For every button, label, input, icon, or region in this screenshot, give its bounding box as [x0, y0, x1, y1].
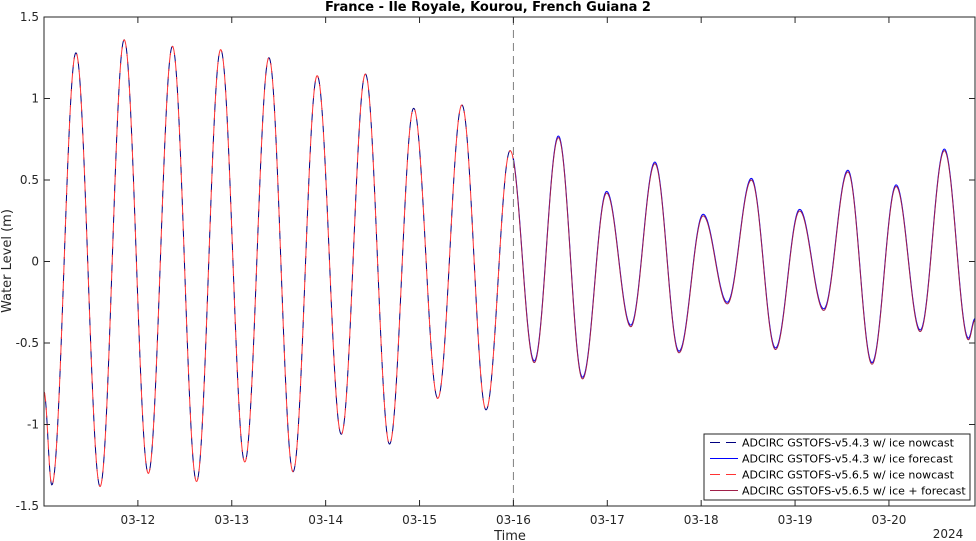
x-tick-label: 03-18	[684, 513, 719, 527]
x-tick-label: 03-17	[590, 513, 625, 527]
x-tick-label: 03-13	[214, 513, 249, 527]
y-tick-label: 1	[31, 92, 39, 106]
series-layer	[43, 39, 976, 487]
series-line-4	[512, 137, 976, 380]
legend-label-1: ADCIRC GSTOFS-v5.4.3 w/ ice nowcast	[742, 437, 955, 450]
chart-title: France - Ile Royale, Kourou, French Guia…	[325, 0, 651, 15]
series-line-3	[43, 39, 514, 487]
legend-label-2: ADCIRC GSTOFS-v5.4.3 w/ ice forecast	[742, 453, 954, 466]
plot-area	[44, 17, 975, 506]
y-axis-title: Water Level (m)	[0, 209, 15, 313]
legend-box	[703, 433, 971, 501]
axes-layer: -1.5 -1 -0.5 0 0.5 1 1.5 03-12 03-13 03-14 03-15 03…	[16, 10, 976, 527]
x-tick-label: 03-15	[402, 513, 437, 527]
y-tick-label: 0.5	[20, 173, 39, 187]
y-tick-label: -1.5	[16, 499, 39, 513]
legend-label-4: ADCIRC GSTOFS-v5.6.5 w/ ice + forecast	[742, 485, 966, 498]
y-tick-label: -1	[27, 418, 39, 432]
y-tick-label: 1.5	[20, 10, 39, 24]
y-tick-label: 0	[31, 255, 39, 269]
y-tick-label: -0.5	[16, 336, 39, 350]
x-tick-label: 03-16	[496, 513, 531, 527]
x-tick-label: 03-19	[778, 513, 813, 527]
x-tick-label: 03-12	[120, 513, 155, 527]
x-tick-label: 03-20	[872, 513, 907, 527]
legend-label-3: ADCIRC GSTOFS-v5.6.5 w/ ice nowcast	[742, 469, 955, 482]
x-tick-label: 03-14	[308, 513, 343, 527]
legend: ADCIRC GSTOFS-v5.4.3 w/ ice nowcast ADCIR…	[703, 433, 971, 501]
year-label: 2024	[933, 527, 964, 541]
x-axis-title: Time	[493, 529, 526, 541]
